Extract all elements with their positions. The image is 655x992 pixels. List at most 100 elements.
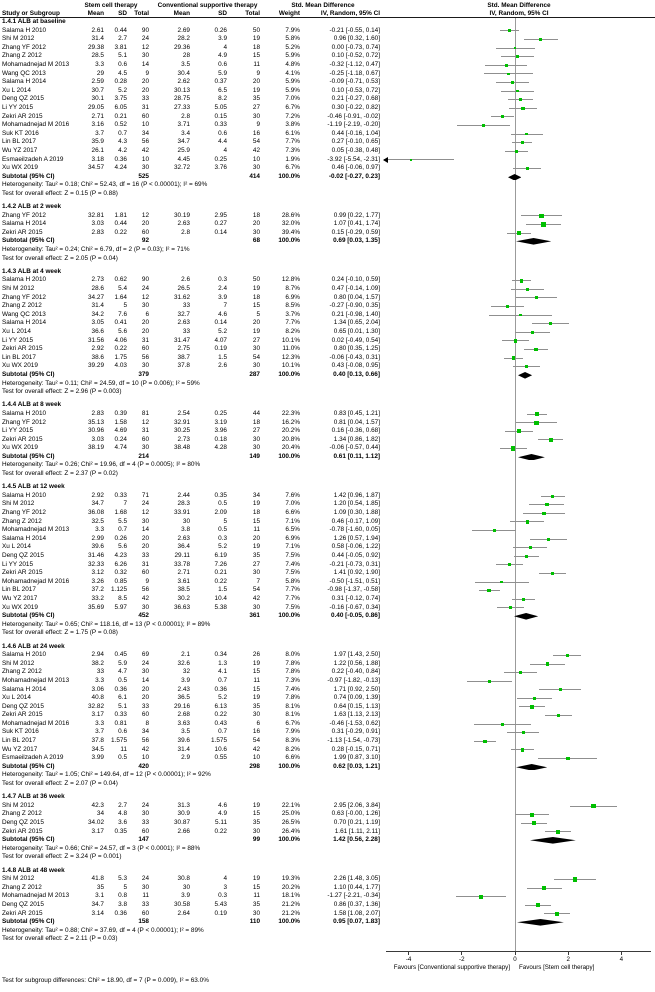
study-row: Salama H 2010 2.61 0.44 90 2.69 0.26 50 7.9% -0.… xyxy=(0,27,655,36)
total-control: 11 xyxy=(253,892,260,900)
total-control: 298 xyxy=(249,762,260,770)
weight: 8.1% xyxy=(285,702,300,710)
sd-control: 2.6 xyxy=(218,362,227,370)
effect-marker xyxy=(566,756,570,761)
total-control: 19 xyxy=(252,801,260,809)
total-treatment: 60 xyxy=(141,909,149,917)
study-row: Mohamadnejad M 2016 3.16 0.52 10 3.71 0.33 9 3.… xyxy=(0,121,655,130)
sd-control: 0.27 xyxy=(214,220,227,228)
study-row: Lin BL 2017 37.8 1.575 56 39.6 1.575 54 8.3% -1.… xyxy=(0,737,655,746)
smd-ci-text: 0.27 [-0.10, 0.65] xyxy=(331,138,380,146)
study-label: Subtotal (95% CI) xyxy=(2,918,55,926)
mean-control: 27.33 xyxy=(174,103,190,111)
sd-control: 4.6 xyxy=(218,801,227,809)
ci-plot-cell xyxy=(383,427,655,436)
weight: 100.0% xyxy=(278,172,300,180)
sd-control xyxy=(193,371,230,380)
study-row: Wu YZ 2017 26.1 4.2 42 25.9 4 42 7.3% 0.05 [-0.3… xyxy=(0,147,655,156)
study-label: Mohamadnejad M 2016 xyxy=(2,577,70,585)
sd-control: 6.19 xyxy=(214,552,227,559)
sd-treatment xyxy=(107,237,130,246)
study-row: Mohamadnejad M 2016 3.3 0.81 8 3.63 0.43 6 6.7%… xyxy=(0,720,655,729)
study-row: Li YY 2015 31.56 4.06 31 31.47 4.07 27 10.1% 0.0… xyxy=(0,337,655,346)
overall-effect-text: Test for overall effect: Z = 2.37 (P = 0… xyxy=(2,470,118,478)
mean-control xyxy=(152,453,193,462)
ci-plot-cell xyxy=(383,95,655,104)
weight: 5.9% xyxy=(285,78,300,86)
total-treatment: 20 xyxy=(141,534,149,542)
effect-marker xyxy=(492,528,496,533)
study-row: Salama H 2010 2.83 0.39 81 2.54 0.25 44 22.3% 0.… xyxy=(0,410,655,419)
study-label: Mohamadnejad M 2016 xyxy=(2,719,70,727)
mean-control: 3.71 xyxy=(177,121,190,129)
sd-control: 1.575 xyxy=(211,737,227,745)
weight: 10.1% xyxy=(281,336,300,344)
mean-control: 2.71 xyxy=(177,569,190,577)
section-title: 1.4.7 ALB at 36 week xyxy=(2,793,65,801)
mean-treatment: 39.6 xyxy=(91,543,104,551)
total-treatment: 14 xyxy=(141,676,149,684)
study-label: Subtotal (95% CI) xyxy=(2,370,55,378)
study-row: Xu L 2014 36.6 5.6 20 33 5.2 19 8.2% 0.65 [0.01,… xyxy=(0,328,655,337)
total-control: 30 xyxy=(252,164,260,172)
study-row: Mohamadnejad M 2013 3.3 0.5 14 3.9 0.7 11 7.3% -… xyxy=(0,677,655,686)
sd-treatment: 5.1 xyxy=(118,52,127,60)
effect-marker xyxy=(545,503,549,507)
study-row: Suk KT 2016 3.7 0.6 34 3.5 0.7 16 7.9% 0.31 [-0.… xyxy=(0,728,655,737)
mean-treatment: 34.5 xyxy=(91,745,104,753)
total-control: 16 xyxy=(252,129,260,137)
total-control: 34 xyxy=(252,491,260,499)
total-control: 35 xyxy=(252,900,260,908)
mean-control: 30.87 xyxy=(174,819,190,826)
total-treatment: 525 xyxy=(138,172,149,180)
study-row: Zhang Z 2012 35 5 30 30 3 15 20.2% 1.10 [0.44, 1… xyxy=(0,884,655,893)
x-axis-tick-label: 0 xyxy=(513,955,517,963)
mean-treatment: 2.73 xyxy=(91,276,104,284)
ci-plot-cell xyxy=(383,884,655,893)
total-treatment: 33 xyxy=(141,900,149,908)
total-treatment: 30 xyxy=(141,883,149,891)
smd-ci-text: 1.63 [1.13, 2.13] xyxy=(333,711,380,719)
effect-marker xyxy=(525,132,528,136)
study-label: Li YY 2015 xyxy=(2,427,34,435)
heterogeneity-text: Heterogeneity: Tau² = 1.05; Chi² = 149.6… xyxy=(2,771,211,779)
total-control: 19 xyxy=(252,35,260,43)
study-row: Zekri AR 2015 2.92 0.22 60 2.75 0.19 30 11.0% 0.… xyxy=(0,345,655,354)
weight: 7.2% xyxy=(285,112,300,120)
sd-control: 0.35 xyxy=(214,491,227,499)
mean-control: 36.4 xyxy=(177,543,190,551)
sd-control: 0.3 xyxy=(218,534,227,542)
sd-treatment: 0.6 xyxy=(118,728,127,736)
smd-ci-text: 1.26 [0.57, 1.94] xyxy=(333,534,380,542)
ci-plot-cell xyxy=(383,104,655,113)
study-label: Deng QZ 2015 xyxy=(2,552,44,559)
mean-control xyxy=(152,612,193,621)
sd-control: 6.5 xyxy=(218,86,227,94)
sd-treatment: 0.44 xyxy=(114,220,127,228)
effect-marker xyxy=(534,296,538,300)
smd-ci-text: 1.34 [0.65, 2.04] xyxy=(333,319,380,327)
study-row: Xu WX 2019 34.57 4.24 30 32.72 3.76 30 6.7% 0.46… xyxy=(0,164,655,173)
mean-control xyxy=(152,918,193,927)
study-label: Zhang Z 2012 xyxy=(2,810,42,818)
total-treatment: 69 xyxy=(141,651,149,659)
ci-plot-cell xyxy=(383,371,655,380)
mean-treatment: 34.02 xyxy=(88,819,104,826)
total-control: 16 xyxy=(252,728,260,736)
mean-treatment xyxy=(70,371,107,380)
section-title: 1.4.2 ALB at 2 week xyxy=(2,203,62,211)
smd-ci-text: 0.10 [-0.52, 0.72] xyxy=(331,52,380,60)
total-treatment: 420 xyxy=(138,762,149,770)
weight: 20.2% xyxy=(281,427,300,435)
weight: 100.0% xyxy=(278,612,300,620)
subtotal-diamond xyxy=(515,763,548,771)
study-label: Salama H 2010 xyxy=(2,26,47,34)
smd-ci-text: 0.00 [-0.73, 0.74] xyxy=(331,43,380,51)
sd-control: 3.19 xyxy=(214,418,227,426)
sd-control: 4.9 xyxy=(218,52,227,60)
sd-treatment: 5.3 xyxy=(118,875,127,883)
ci-plot-cell xyxy=(383,444,655,453)
mean-treatment: 33.2 xyxy=(91,594,104,602)
study-row: Zhang Z 2012 34 4.8 30 30.9 4.9 15 25.0% 0.63 [-… xyxy=(0,810,655,819)
ci-plot-cell xyxy=(383,220,655,229)
